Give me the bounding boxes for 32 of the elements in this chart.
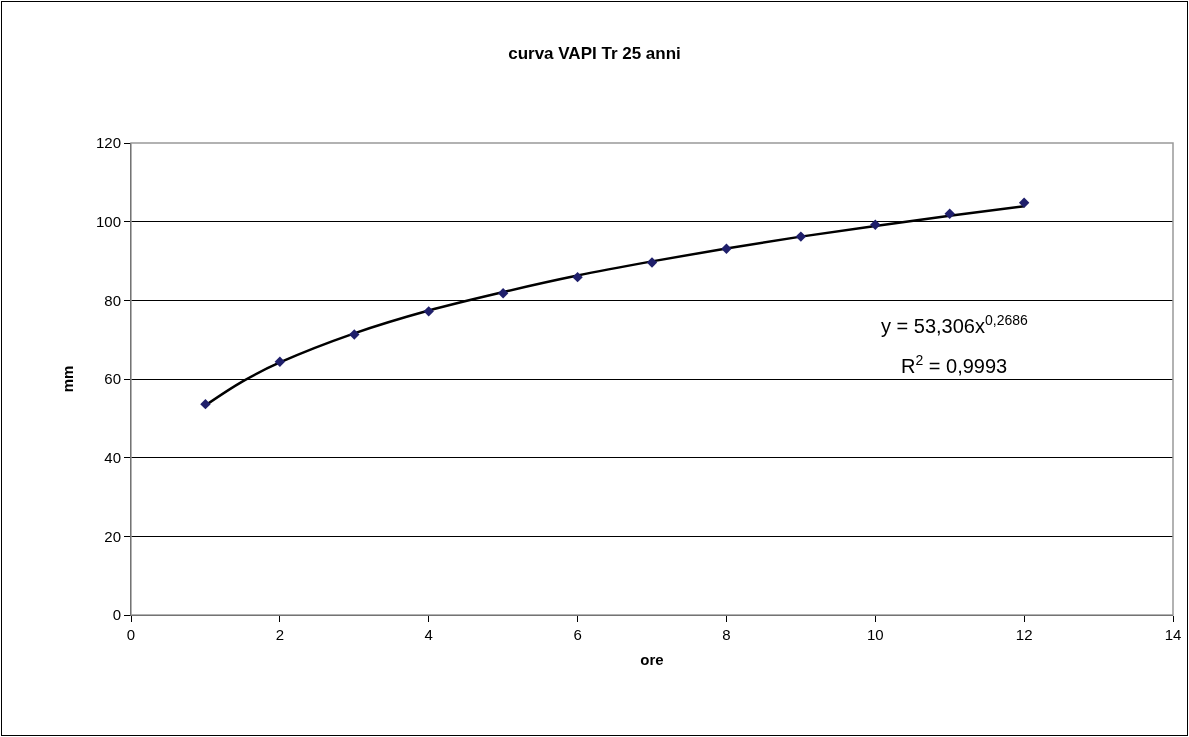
chart-title: curva VAPI Tr 25 anni (508, 44, 681, 64)
x-axis-title: ore (640, 651, 664, 668)
x-tick-label: 10 (866, 626, 884, 643)
point (944, 208, 955, 219)
annotation: R$^{2}$ = 0,9993 (901, 352, 1008, 378)
point (200, 398, 211, 410)
y-tick-label: 40 (104, 448, 121, 466)
y-tick-label: 120 (95, 134, 121, 152)
point (1018, 197, 1030, 208)
point (423, 306, 434, 317)
y-axis-title: mm (59, 365, 77, 393)
x-tick-label: 8 (722, 626, 731, 643)
x-tick-label: 2 (275, 626, 285, 643)
y-tick-label: 60 (104, 370, 121, 388)
point (572, 271, 583, 283)
x-tick-label: 6 (573, 626, 582, 643)
point (795, 231, 807, 242)
point (497, 288, 509, 299)
point (274, 356, 286, 367)
y-tick-label: 20 (104, 527, 121, 545)
x-tick-label: 0 (126, 626, 136, 643)
annotation: y = 53,306x$^{0,2686}$ (881, 312, 1028, 338)
x-tick-label: 4 (424, 626, 433, 643)
point (349, 329, 360, 340)
x-tick-label: 12 (1015, 626, 1033, 643)
point (646, 257, 658, 268)
point (870, 219, 881, 231)
point (721, 243, 732, 255)
x-tick-label: 14 (1164, 626, 1182, 643)
y-tick-label: 80 (104, 291, 121, 309)
y-tick-label: 100 (95, 212, 121, 230)
y-tick-label: 0 (112, 606, 121, 624)
